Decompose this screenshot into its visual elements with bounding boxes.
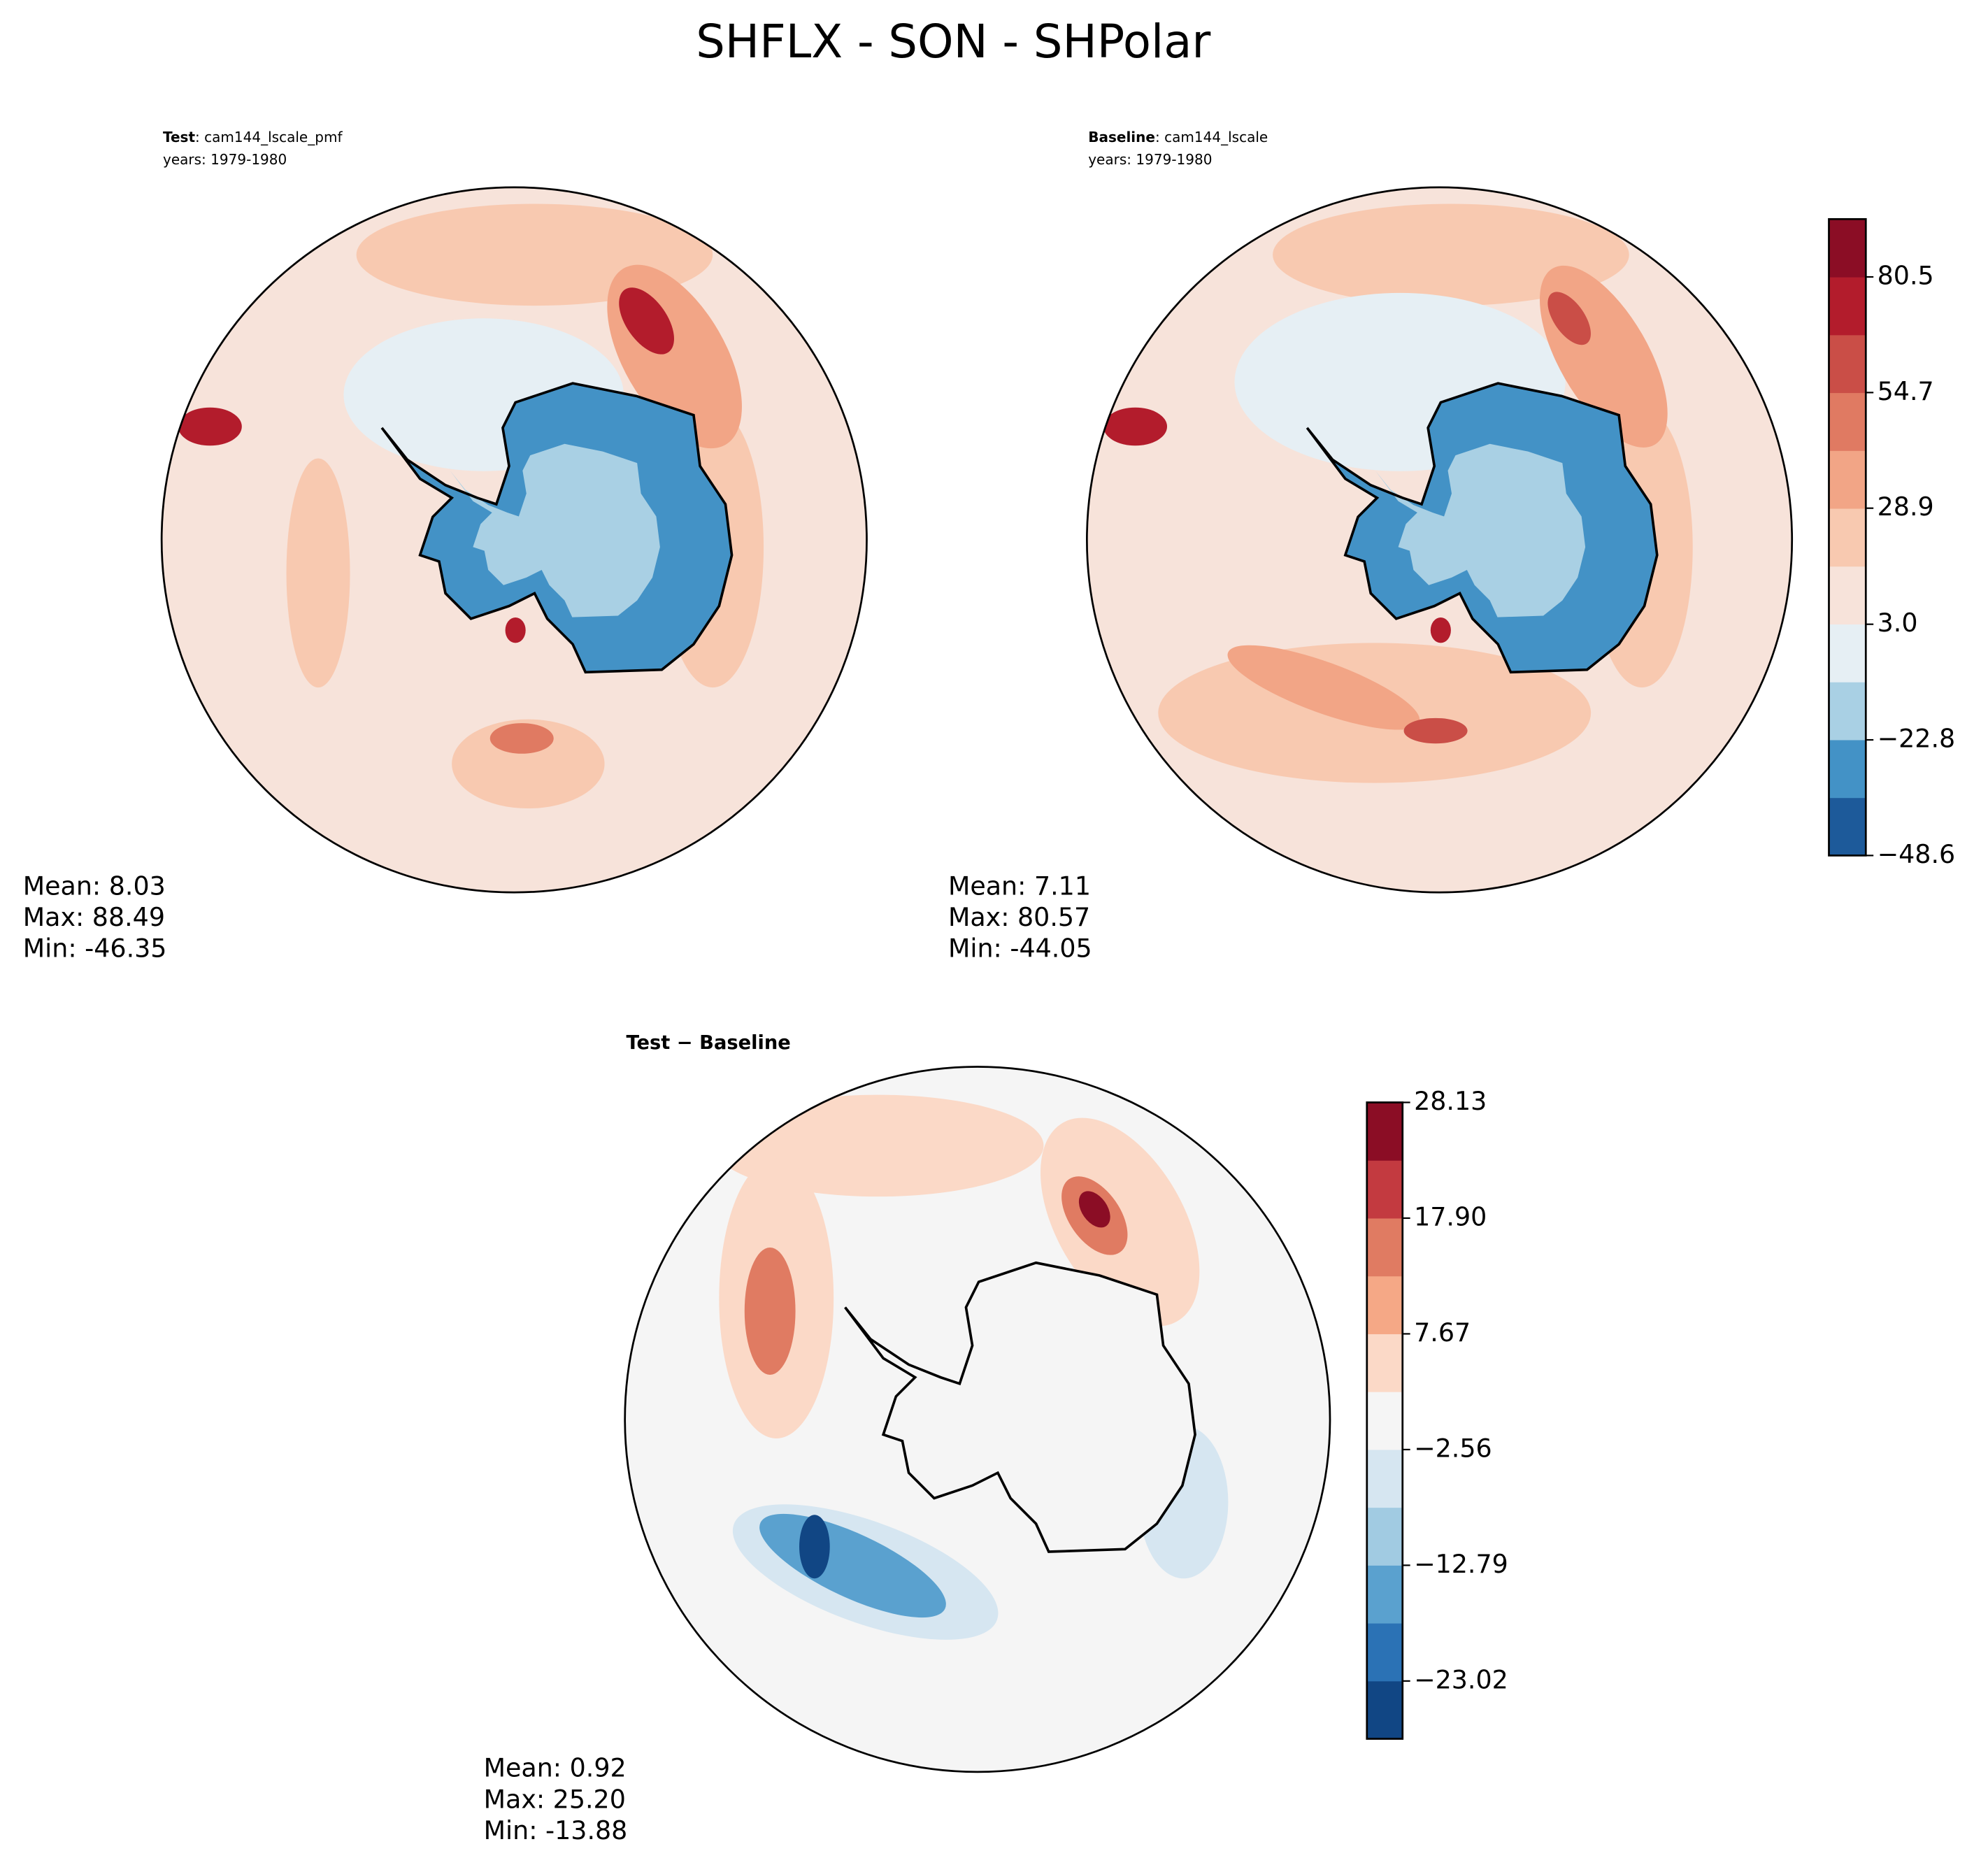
years: years: 1979-1980 xyxy=(1088,151,1212,168)
colorbar-tick-label: −22.8 xyxy=(1878,724,1956,754)
stat-line: Min: -46.35 xyxy=(23,934,167,964)
colorbar-tick-label: 17.90 xyxy=(1414,1201,1487,1231)
difference-panel: Test − Baseline xyxy=(624,1032,1331,1773)
stat-line: Max: 80.57 xyxy=(948,902,1090,932)
colorbar-band xyxy=(1829,334,1866,394)
stat-line: Max: 25.20 xyxy=(484,1784,626,1814)
colorbar-band xyxy=(1366,1102,1403,1161)
colorbar-tick-label: 80.5 xyxy=(1878,261,1934,291)
colorbar-band xyxy=(1829,739,1866,799)
colorbar-tick-label: −48.6 xyxy=(1878,839,1956,869)
colorbar-band xyxy=(1829,219,1866,278)
colorbar-tick-label: 54.7 xyxy=(1878,376,1934,406)
colorbar-band xyxy=(1829,797,1866,856)
test-panel: Test: cam144_lscale_pmf years: 1979-1980 xyxy=(160,128,868,894)
colorbar-band xyxy=(1829,277,1866,336)
colorbar-band xyxy=(1829,566,1866,625)
stat-line: Mean: 0.92 xyxy=(484,1753,627,1783)
colorbars: −48.6 −22.8 3.0 28.9 54.7 80.5 −23.02 −12.79 −2.… xyxy=(1366,217,1956,1740)
colorbar-frame xyxy=(1828,217,1867,857)
colorbar-tick-label: 3.0 xyxy=(1878,608,1918,638)
colorbar-band xyxy=(1829,508,1866,567)
colorbar-band xyxy=(1829,624,1866,683)
colorbar-band xyxy=(1366,1680,1403,1740)
colorbar-tick-label: 28.9 xyxy=(1878,492,1934,522)
heading: Test xyxy=(163,128,195,145)
colorbar-band xyxy=(1829,450,1866,509)
colorbar-band xyxy=(1366,1507,1403,1566)
years: years: 1979-1980 xyxy=(163,151,287,168)
colorbar-band xyxy=(1366,1623,1403,1682)
stat-line: Mean: 8.03 xyxy=(23,871,166,901)
stat-line: Min: -44.05 xyxy=(948,934,1092,964)
map xyxy=(624,1066,1331,1772)
figure-title: SHFLX - SON - SHPolar xyxy=(696,15,1210,69)
panel-heading: Test: cam144_lscale_pmf xyxy=(163,128,343,145)
colorbar-tick-label: 7.67 xyxy=(1414,1317,1471,1348)
colorbar-band xyxy=(1366,1334,1403,1392)
heading: Baseline xyxy=(1088,128,1155,145)
colorbar-band xyxy=(1366,1449,1403,1508)
baseline-panel: Baseline: cam144_lscale years: 1979-1980 xyxy=(1086,128,1794,894)
colorbar-frame xyxy=(1366,1101,1404,1740)
map xyxy=(162,187,867,893)
case: : cam144_lscale_pmf xyxy=(195,128,343,145)
stat-line: Mean: 7.11 xyxy=(948,871,1091,901)
stat-line: Min: -13.88 xyxy=(484,1815,628,1845)
colorbar-tick-label: −23.02 xyxy=(1414,1664,1508,1694)
colorbar-band xyxy=(1366,1217,1403,1277)
map xyxy=(1087,187,1792,893)
colorbar-band xyxy=(1829,392,1866,451)
colorbar-tick-label: −2.56 xyxy=(1414,1433,1492,1463)
colorbar-band xyxy=(1366,1160,1403,1219)
case: : cam144_lscale xyxy=(1155,128,1268,145)
colorbar-tick-label: 28.13 xyxy=(1414,1086,1487,1116)
stat-line: Max: 88.49 xyxy=(23,902,165,932)
colorbar-band xyxy=(1366,1392,1403,1450)
colorbar-band xyxy=(1366,1565,1403,1624)
colorbar-band xyxy=(1366,1276,1403,1334)
colorbar-tick-label: −12.79 xyxy=(1414,1549,1508,1579)
panel-heading: Baseline: cam144_lscale xyxy=(1088,128,1268,145)
panel-heading: Test − Baseline xyxy=(626,1032,790,1054)
colorbar-band xyxy=(1829,682,1866,741)
